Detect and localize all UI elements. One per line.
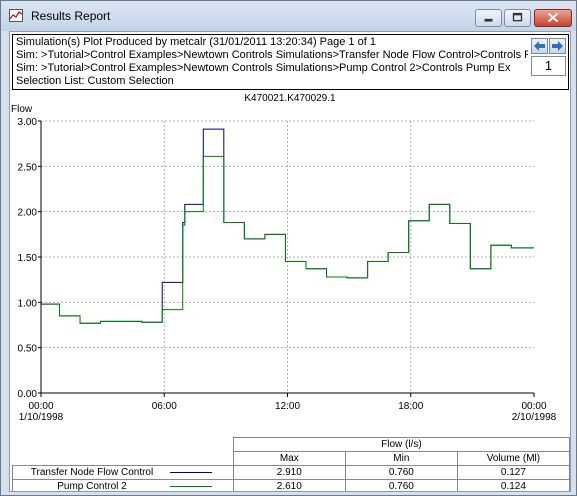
y-tick-label: 3.00	[18, 117, 38, 128]
report-area: Simulation(s) Plot Produced by metcalr (…	[9, 31, 571, 492]
close-icon	[547, 12, 559, 23]
column-max: Max	[232, 451, 346, 466]
y-tick-label: 1.50	[18, 253, 38, 264]
column-min: Min	[344, 451, 458, 466]
report-header: Simulation(s) Plot Produced by metcalr (…	[12, 34, 569, 90]
cell-max: 2.910	[232, 465, 346, 480]
x-tick-label: 00:00	[28, 401, 53, 412]
cell-min: 0.760	[344, 479, 458, 491]
legend-series-name: Pump Control 2	[57, 481, 127, 492]
header-line-produced: Simulation(s) Plot Produced by metcalr (…	[16, 36, 376, 48]
header-line-sim-2: Sim: >Tutorial>Control Examples>Newtown …	[16, 62, 511, 74]
table-row: Pump Control 2 2.610 0.760 0.124	[12, 479, 570, 492]
legend-entry-pump: Pump Control 2	[12, 479, 234, 492]
maximize-icon	[512, 12, 523, 22]
x-tick-label: 00:00	[521, 401, 546, 412]
x-tick-date-label: 2/10/1998	[512, 412, 557, 423]
cell-min: 0.760	[344, 465, 458, 480]
chart-title: K470021.K470029.1	[244, 93, 336, 104]
cell-volume: 0.127	[456, 465, 570, 480]
y-tick-label: 2.00	[18, 208, 38, 219]
title-bar[interactable]: Results Report	[1, 1, 576, 31]
arrow-left-icon	[534, 41, 545, 51]
y-tick-label: 1.00	[18, 298, 38, 309]
flow-group-header: Flow (l/s)	[232, 437, 570, 452]
maximize-button[interactable]	[504, 9, 531, 27]
cell-max: 2.610	[232, 479, 346, 491]
x-tick-date-label: 1/10/1998	[19, 412, 64, 423]
table-row: Transfer Node Flow Control 2.910 0.760 0…	[12, 465, 570, 480]
series-line-pump-control-2	[41, 155, 534, 324]
minimize-button[interactable]	[475, 9, 502, 27]
previous-page-button[interactable]	[531, 38, 548, 54]
header-line-selection: Selection List: Custom Selection	[16, 75, 174, 87]
next-page-button[interactable]	[549, 38, 566, 54]
results-chart-icon	[9, 9, 23, 22]
x-tick-label: 18:00	[398, 401, 423, 412]
column-volume: Volume (Ml)	[456, 451, 570, 466]
header-line-sim-1: Sim: >Tutorial>Control Examples>Newtown …	[16, 49, 528, 61]
legend-line-swatch	[169, 471, 212, 473]
y-tick-label: 0.50	[18, 344, 38, 355]
x-tick-label: 06:00	[152, 401, 177, 412]
window-title: Results Report	[31, 9, 111, 23]
close-button[interactable]	[534, 9, 572, 27]
y-tick-label: 2.50	[18, 162, 38, 173]
y-tick-label: 0.00	[18, 389, 38, 400]
flow-chart: K470021.K470029.1 Flow 0.00 0.50 1.00 1.50 2…	[11, 93, 557, 423]
legend-line-swatch	[169, 485, 212, 487]
minimize-icon	[484, 18, 493, 22]
cell-volume: 0.124	[456, 479, 570, 491]
x-tick-label: 12:00	[275, 401, 300, 412]
page-number: 1	[531, 56, 566, 76]
legend-series-name: Transfer Node Flow Control	[30, 467, 154, 478]
legend-entry-transfer: Transfer Node Flow Control	[12, 465, 234, 480]
arrow-right-icon	[552, 41, 563, 51]
y-axis-label: Flow	[11, 104, 33, 115]
summary-table: Flow (l/s) Max Min Volume (Ml) Transfer …	[12, 437, 570, 492]
